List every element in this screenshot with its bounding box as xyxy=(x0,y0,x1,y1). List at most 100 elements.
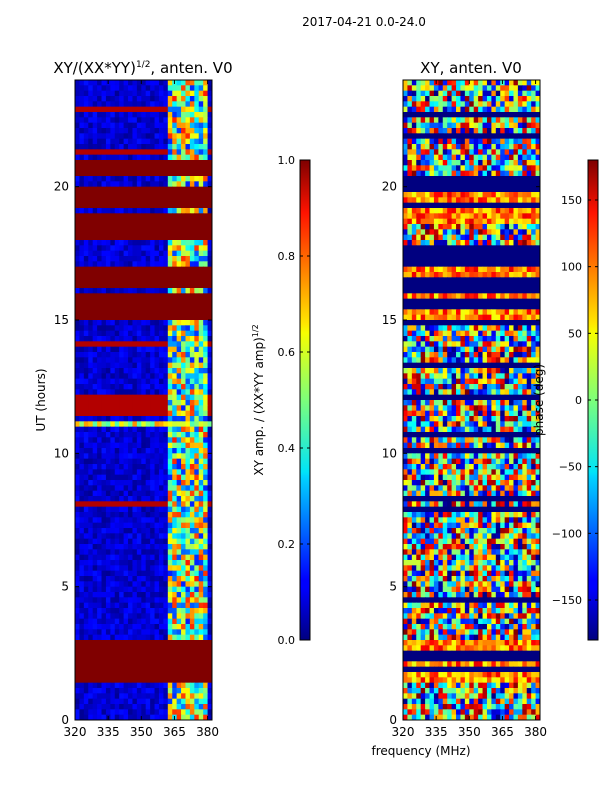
amplitude-heatmap-cell xyxy=(123,240,129,246)
amplitude-heatmap-cell xyxy=(114,176,120,182)
amplitude-heatmap-cell xyxy=(194,640,200,646)
amplitude-heatmap-cell xyxy=(97,261,103,268)
amplitude-heatmap-cell xyxy=(97,453,103,460)
amplitude-heatmap-cell xyxy=(207,261,212,268)
amplitude-heatmap-cell xyxy=(172,688,178,694)
amplitude-heatmap-cell xyxy=(128,666,134,673)
phase-heatmap-cell xyxy=(464,112,470,118)
amplitude-heatmap-cell xyxy=(132,400,138,406)
amplitude-heatmap-cell xyxy=(203,656,209,662)
amplitude-heatmap-cell xyxy=(185,597,191,604)
amplitude-heatmap-cell xyxy=(141,682,147,689)
amplitude-heatmap-cell xyxy=(110,400,116,406)
phase-heatmap-cell xyxy=(451,85,457,92)
amplitude-heatmap-cell xyxy=(92,672,98,678)
amplitude-heatmap-cell xyxy=(181,469,187,476)
amplitude-heatmap-cell xyxy=(75,650,81,657)
amplitude-heatmap-cell xyxy=(114,309,120,316)
amplitude-heatmap-cell xyxy=(105,122,111,129)
amplitude-heatmap-cell xyxy=(150,181,156,188)
amplitude-heatmap-cell xyxy=(105,458,111,465)
amplitude-heatmap-cell xyxy=(136,357,142,364)
amplitude-heatmap-cell xyxy=(141,458,147,465)
amplitude-heatmap-cell xyxy=(181,341,187,348)
amplitude-heatmap-cell xyxy=(198,506,204,513)
phase-heatmap-cell xyxy=(473,101,479,108)
amplitude-heatmap-cell xyxy=(79,234,85,241)
amplitude-heatmap-cell xyxy=(145,501,151,508)
phase-heatmap-cell xyxy=(535,117,540,124)
amplitude-heatmap-cell xyxy=(79,170,85,177)
amplitude-heatmap-cell xyxy=(207,128,212,134)
phase-heatmap-cell xyxy=(469,101,475,108)
amplitude-heatmap-cell xyxy=(172,320,178,326)
amplitude-heatmap-cell xyxy=(185,666,191,673)
amplitude-heatmap-cell xyxy=(132,282,138,289)
amplitude-heatmap-cell xyxy=(83,442,89,449)
amplitude-heatmap-cell xyxy=(132,298,138,305)
amplitude-heatmap-cell xyxy=(198,453,204,460)
amplitude-heatmap-cell xyxy=(154,234,160,241)
amplitude-heatmap-cell xyxy=(145,368,151,374)
amplitude-heatmap-cell xyxy=(101,410,107,417)
amplitude-heatmap-cell xyxy=(136,474,142,481)
amplitude-heatmap-cell xyxy=(172,501,178,508)
amplitude-heatmap-cell xyxy=(181,666,187,673)
amplitude-heatmap-cell xyxy=(97,373,103,380)
amplitude-heatmap-cell xyxy=(145,229,151,236)
amplitude-heatmap-cell xyxy=(79,704,85,710)
amplitude-heatmap-cell xyxy=(75,122,81,129)
amplitude-heatmap-cell xyxy=(185,314,191,321)
amplitude-heatmap-cell xyxy=(105,581,111,588)
amplitude-heatmap-cell xyxy=(194,122,200,129)
phase-heatmap-cell xyxy=(509,245,515,252)
amplitude-heatmap-cell xyxy=(185,410,191,417)
amplitude-heatmap-cell xyxy=(79,224,85,230)
amplitude-heatmap-cell xyxy=(141,613,147,620)
amplitude-heatmap-cell xyxy=(110,709,116,716)
amplitude-heatmap-cell xyxy=(207,512,212,518)
phase-heatmap-cell xyxy=(429,80,435,86)
amplitude-heatmap-cell xyxy=(154,549,160,556)
amplitude-heatmap-cell xyxy=(167,85,173,92)
amplitude-heatmap-cell xyxy=(189,117,195,124)
amplitude-heatmap-cell xyxy=(198,602,204,609)
amplitude-heatmap-cell xyxy=(141,517,147,524)
phase-heatmap-cell xyxy=(429,176,435,182)
amplitude-heatmap-cell xyxy=(203,586,209,593)
amplitude-heatmap-cell xyxy=(163,213,169,220)
amplitude-heatmap-cell xyxy=(194,378,200,385)
phase-heatmap-cell xyxy=(420,213,426,220)
amplitude-heatmap-cell xyxy=(163,80,169,86)
amplitude-heatmap-cell xyxy=(154,160,160,166)
amplitude-heatmap-cell xyxy=(83,234,89,241)
amplitude-heatmap-cell xyxy=(75,362,81,369)
phase-heatmap-cell xyxy=(482,245,488,252)
phase-heatmap-cell xyxy=(429,234,435,241)
amplitude-heatmap-cell xyxy=(172,432,178,438)
amplitude-heatmap-cell xyxy=(75,576,81,582)
amplitude-heatmap-cell xyxy=(97,560,103,566)
amplitude-heatmap-cell xyxy=(176,544,182,550)
phase-heatmap-cell xyxy=(407,261,413,268)
amplitude-heatmap-cell xyxy=(79,661,85,668)
amplitude-heatmap-cell xyxy=(154,320,160,326)
phase-heatmap-cell xyxy=(442,261,448,268)
amplitude-heatmap-cell xyxy=(185,698,191,705)
amplitude-heatmap-cell xyxy=(154,624,160,630)
amplitude-heatmap-cell xyxy=(198,496,204,502)
phase-heatmap-cell xyxy=(456,117,462,124)
amplitude-heatmap-cell xyxy=(88,693,94,700)
phase-heatmap-cell xyxy=(438,192,444,198)
amplitude-heatmap-cell xyxy=(105,224,111,230)
amplitude-heatmap-cell xyxy=(114,490,120,497)
phase-heatmap-cell xyxy=(411,160,417,166)
amplitude-heatmap-cell xyxy=(75,645,81,652)
amplitude-heatmap-cell xyxy=(163,448,169,454)
amplitude-heatmap-cell xyxy=(203,282,209,289)
amplitude-heatmap-cell xyxy=(119,458,125,465)
amplitude-heatmap-cell xyxy=(79,437,85,444)
amplitude-heatmap-cell xyxy=(105,688,111,694)
amplitude-heatmap-cell xyxy=(207,661,212,668)
amplitude-heatmap-cell xyxy=(75,704,81,710)
